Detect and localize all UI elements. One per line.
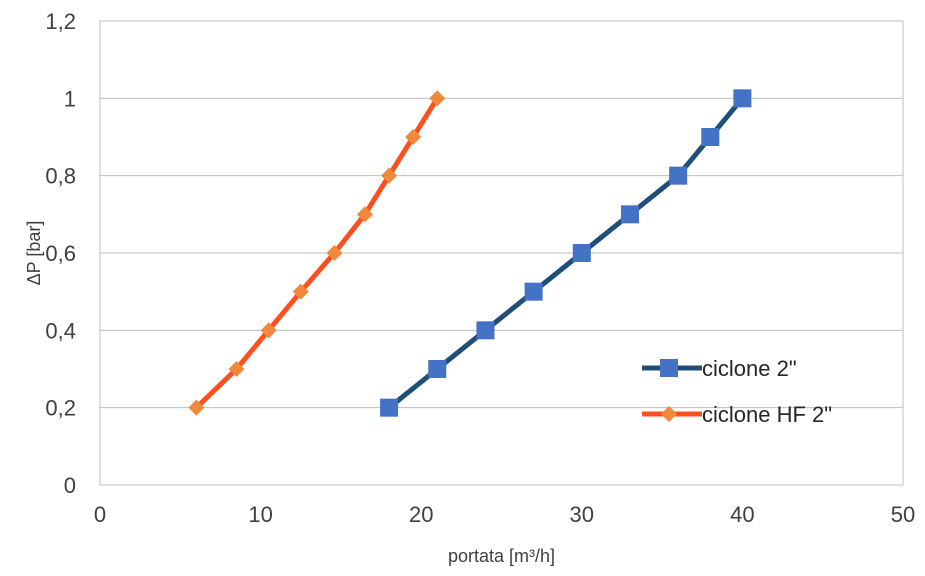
legend-marker [661,406,677,422]
data-point [292,283,309,300]
data-point [476,321,495,340]
data-point [733,89,752,108]
x-tick-label: 20 [409,502,433,527]
legend-item: ciclone HF 2" [642,402,832,427]
plot-area [99,20,904,486]
y-tick-label: 1 [64,86,76,111]
data-point [428,360,447,378]
y-tick-label: 0,8 [45,164,76,189]
series-layer [188,89,752,417]
series [380,89,752,417]
data-point [701,128,720,146]
x-tick-label: 50 [891,502,915,527]
data-point [405,129,422,145]
x-axis-ticks: 0 10 20 30 40 50 [94,502,915,527]
data-point [669,166,688,185]
y-tick-label: 0,2 [45,396,76,421]
legend-label: ciclone 2" [702,356,797,381]
legend-label: ciclone HF 2" [702,402,832,427]
series [188,90,446,416]
data-point [188,399,205,416]
data-point [260,322,277,339]
y-tick-label: 1,2 [45,9,76,34]
y-tick-label: 0 [64,473,76,498]
x-tick-label: 30 [570,502,594,527]
y-axis-ticks: 0 0,2 0,4 0,6 0,8 1 1,2 [45,9,76,498]
data-point [356,206,373,223]
x-tick-label: 40 [730,502,754,527]
data-point [380,398,399,417]
data-point [429,90,446,107]
y-tick-label: 0,6 [45,241,76,266]
data-point [381,167,398,184]
data-point [524,282,543,301]
y-axis-title: ΔP [bar] [24,221,44,286]
legend-marker [660,359,678,377]
y-tick-label: 0,4 [45,318,76,343]
x-axis-title: portata [m³/h] [448,546,555,566]
data-point [228,361,245,377]
data-point [620,205,639,224]
grid-lines [100,97,903,409]
legend-item: ciclone 2" [642,356,797,381]
data-point [326,245,343,261]
x-tick-label: 0 [94,502,106,527]
x-tick-label: 10 [248,502,272,527]
legend: ciclone 2" ciclone HF 2" [642,356,832,427]
data-point [572,244,591,262]
